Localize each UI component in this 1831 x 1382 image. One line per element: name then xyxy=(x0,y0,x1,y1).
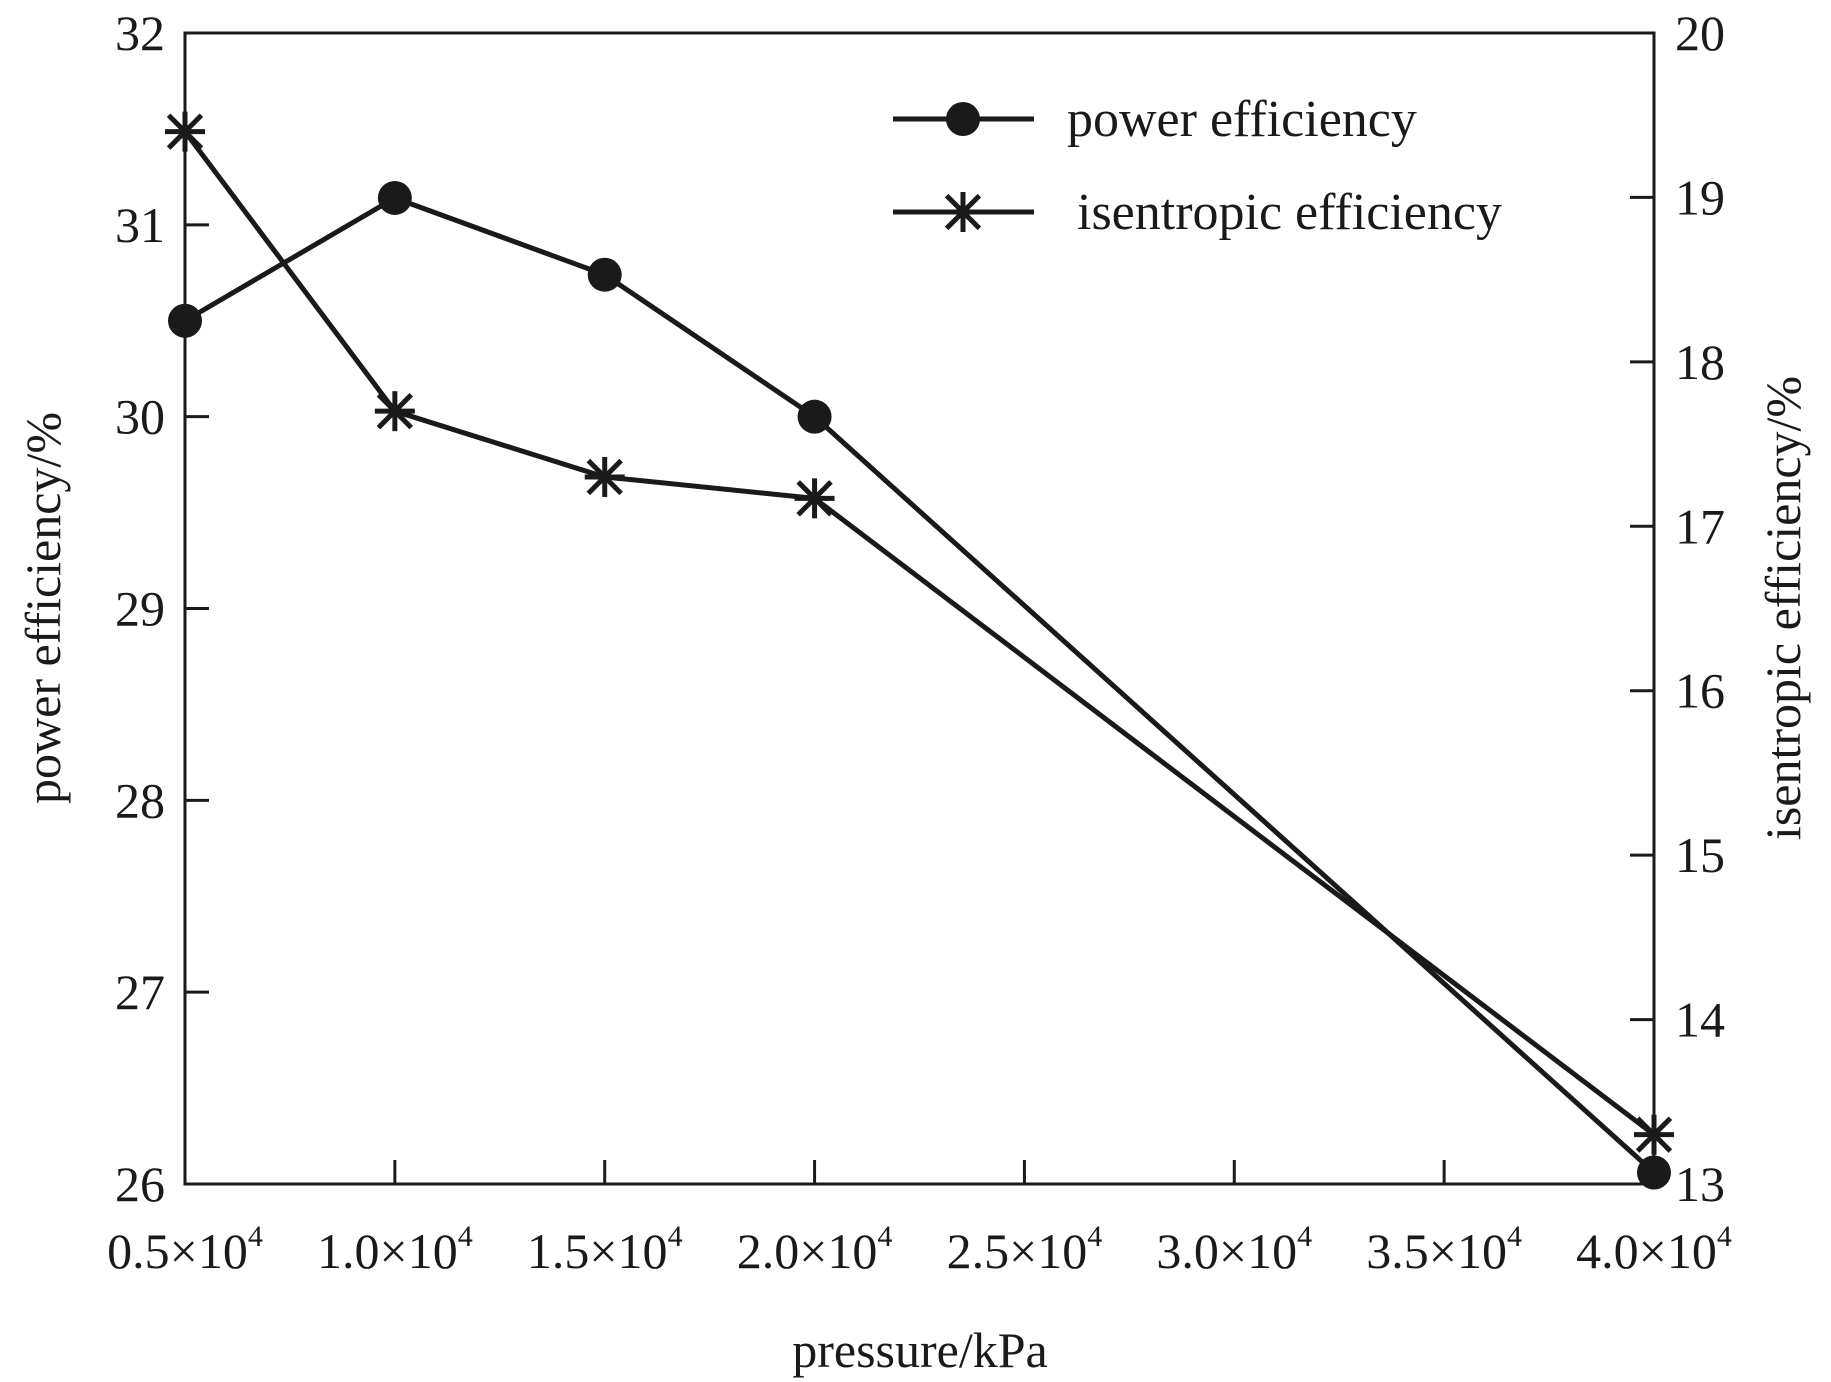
power-efficiency-line xyxy=(183,195,1656,1175)
right-y-tick-label: 19 xyxy=(1675,169,1725,225)
isentropic-efficiency-point xyxy=(584,456,625,497)
legend-item-isentropic-efficiency: isentropic efficiency xyxy=(893,184,1502,241)
right-y-tick-label: 13 xyxy=(1675,1156,1725,1212)
legend: power efficiency isentropic efficiency xyxy=(893,91,1502,241)
left-y-tick-label: 27 xyxy=(115,964,165,1020)
right-y-tick-label: 18 xyxy=(1675,334,1725,390)
right-y-tick-label: 17 xyxy=(1675,498,1725,554)
x-tick-label: 2.0×104 xyxy=(737,1220,893,1279)
left-y-axis-title: power efficiency/% xyxy=(15,412,71,804)
left-y-axis-ticks: 26 27 28 29 30 31 32 xyxy=(115,5,209,1212)
right-y-tick-label: 14 xyxy=(1675,992,1725,1048)
x-tick-label: 4.0×104 xyxy=(1576,1220,1732,1279)
power-efficiency-point xyxy=(797,399,832,434)
right-y-tick-label: 15 xyxy=(1675,827,1725,883)
x-axis-ticks: 0.5×104 1.0×104 1.5×104 2.0×104 2.5×104 3.0×1… xyxy=(107,1160,1732,1279)
x-axis-title: pressure/kPa xyxy=(792,1322,1048,1378)
right-y-axis-ticks: 13 14 15 16 17 18 19 20 xyxy=(1630,5,1725,1212)
left-y-tick-label: 28 xyxy=(115,772,165,828)
left-y-tick-label: 30 xyxy=(115,389,165,445)
x-tick-label: 1.5×104 xyxy=(527,1220,683,1279)
power-efficiency-point xyxy=(1637,1155,1671,1190)
legend-circle-marker xyxy=(946,102,980,136)
isentropic-efficiency-point xyxy=(1634,1114,1674,1155)
x-tick-label: 1.0×104 xyxy=(317,1220,473,1279)
power-efficiency-point xyxy=(168,303,202,338)
legend-label: power efficiency xyxy=(1067,91,1417,148)
right-y-tick-label: 20 xyxy=(1675,5,1725,61)
legend-asterisk-marker xyxy=(943,192,983,232)
isentropic-efficiency-point xyxy=(794,478,835,519)
right-y-axis-title: isentropic efficiency/% xyxy=(1755,376,1811,840)
x-tick-label: 2.5×104 xyxy=(947,1220,1103,1279)
legend-item-power-efficiency: power efficiency xyxy=(893,91,1417,148)
left-y-tick-label: 29 xyxy=(115,581,165,637)
left-y-tick-label: 32 xyxy=(115,5,165,61)
left-y-tick-label: 26 xyxy=(115,1156,165,1212)
left-y-tick-label: 31 xyxy=(115,197,165,253)
x-tick-label: 3.0×104 xyxy=(1156,1220,1312,1279)
isentropic-efficiency-point xyxy=(165,111,205,152)
right-y-tick-label: 16 xyxy=(1675,663,1725,719)
legend-label: isentropic efficiency xyxy=(1077,184,1502,241)
isentropic-efficiency-line xyxy=(183,130,1656,1137)
power-efficiency-point xyxy=(377,180,412,215)
series-layer xyxy=(165,111,1674,1190)
isentropic-efficiency-point xyxy=(374,391,415,432)
power-efficiency-point xyxy=(587,257,622,292)
x-tick-label: 3.5×104 xyxy=(1366,1220,1522,1279)
x-tick-label: 0.5×104 xyxy=(107,1220,263,1279)
